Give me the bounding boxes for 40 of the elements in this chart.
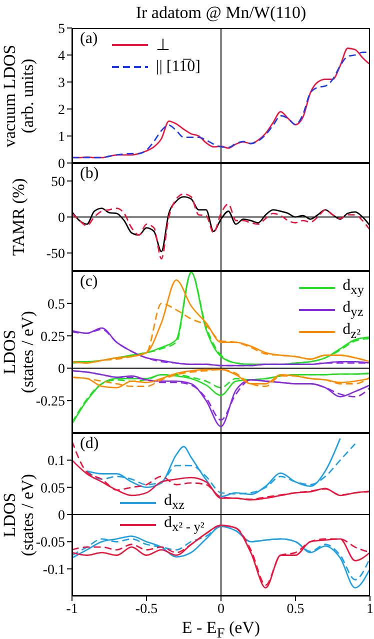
legend-label: d$_{xz}$ [164,492,185,514]
y-axis-title: LDOS (states / eV) [0,473,37,556]
y-tick-label: 1 [58,130,65,145]
y-axis-title: TAMR (%) [9,178,28,256]
y-tick-label: -0.05 [36,536,65,551]
annotation: (c) [80,273,98,290]
y-tick-label: 0 [58,508,65,524]
x-tick-label: -0.5 [135,602,158,617]
y-tick-label: 4 [58,48,65,64]
x-tick-label: 0.5 [286,602,304,617]
legend-label: || [11̅0] [156,58,200,76]
y-tick-label: 0 [58,210,65,226]
annotation: (a) [80,30,98,47]
y-tick-label: 0.5 [48,297,65,312]
y-tick-label: -50 [46,246,65,262]
legend-label: d$_{yz}$ [342,299,364,321]
y-tick-label: 0.05 [40,481,65,496]
chart-title: Ir adatom @ Mn/W(110) [136,3,306,22]
x-tick-label: -1 [66,602,78,617]
y-tick-label: 2 [58,102,65,118]
x-tick-label: 0 [218,602,224,617]
y-tick-label: 5 [58,22,65,37]
legend-label: d$_{x² - y²}$ [164,514,204,536]
legend-label: d$_{xy}$ [342,277,364,299]
y-tick-label: 0.25 [40,330,65,345]
y-axis-title: vacuum LDOS (arb. units) [0,44,37,147]
y-tick-label: 0 [58,156,65,172]
legend-label: ⊥ [156,36,170,55]
y-axis-title: LDOS (states / eV) [0,310,38,394]
x-tick-label: 1 [366,602,374,617]
y-tick-label: -0.25 [36,394,65,410]
y-tick-label: -0.1 [42,562,65,578]
y-tick-label: 50 [51,174,65,190]
x-axis-title: E - E$_{F}$ (eV) [182,618,260,639]
legend-label: d$_{z²}$ [342,321,361,343]
y-tick-label: 3 [58,76,65,91]
annotation: (b) [80,165,99,182]
y-tick-label: 0.1 [48,454,65,470]
y-tick-label: 0 [58,362,65,378]
annotation: (d) [80,435,99,452]
